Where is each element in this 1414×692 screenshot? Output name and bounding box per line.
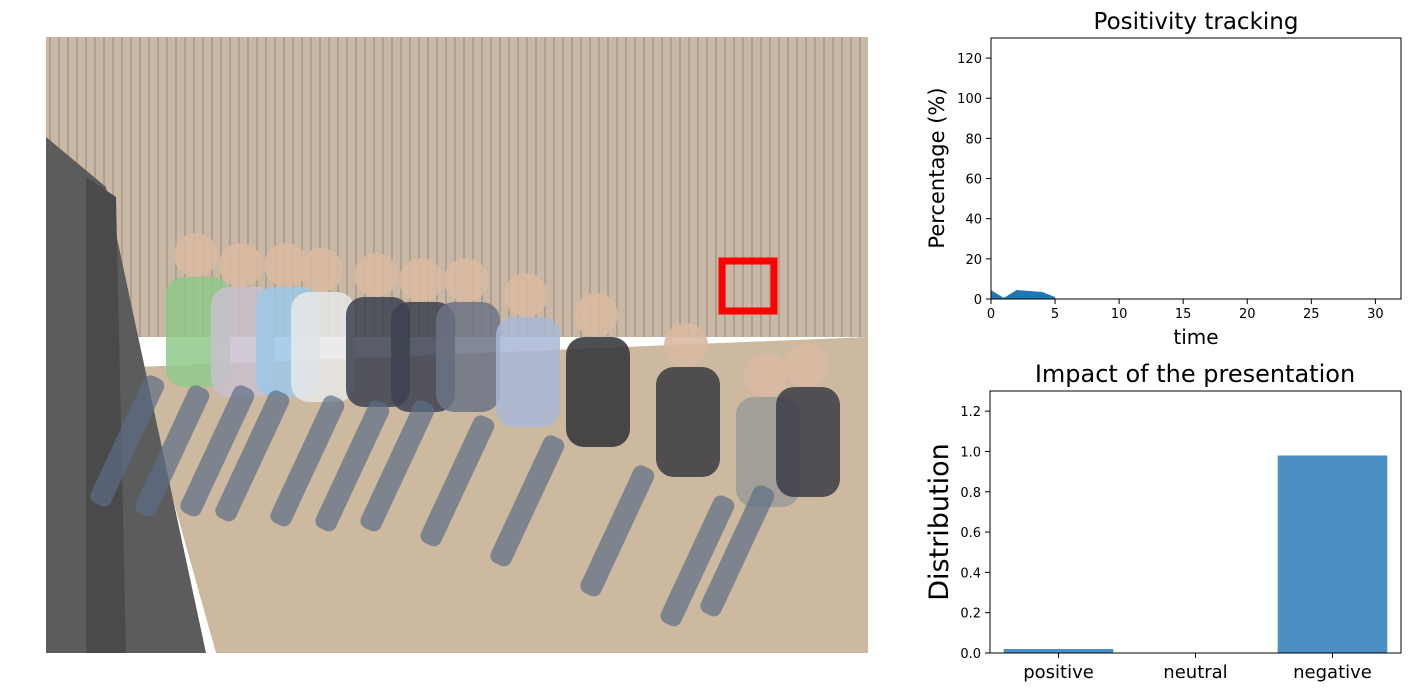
chart1-ylabel: Percentage (%) — [925, 87, 949, 248]
y-tick-label: 1.2 — [960, 405, 981, 420]
chart1-frame — [990, 37, 1402, 300]
y-tick-label: 80 — [965, 132, 982, 147]
face-highlight-box — [718, 257, 778, 315]
x-tick-label: 20 — [1239, 307, 1256, 322]
audience-photo — [46, 37, 868, 653]
y-tick-label: 0 — [974, 293, 982, 308]
chart2-ylabel: Distribution — [924, 443, 955, 601]
chart1-title: Positivity tracking — [1094, 9, 1299, 35]
x-tick-label: 25 — [1303, 307, 1320, 322]
y-tick-label: 0.4 — [960, 566, 981, 581]
bar-negative — [1277, 455, 1388, 653]
positivity-chart: Positivity tracking 0 5 10 15 20 25 30 0 20 40 60 8… — [925, 9, 1402, 349]
y-tick-label: 100 — [957, 92, 982, 107]
y-tick-label: 0.2 — [960, 607, 981, 622]
y-tick-label: 120 — [957, 52, 982, 67]
bar-positive — [1003, 648, 1114, 653]
y-tick-label: 40 — [965, 213, 982, 228]
x-tick-label: 30 — [1367, 307, 1384, 322]
x-tick-label: 5 — [1051, 307, 1059, 322]
y-tick-label: 20 — [965, 253, 982, 268]
y-tick-label: 0.6 — [960, 526, 981, 541]
category-label-neutral: neutral — [1163, 662, 1227, 683]
chart1-xlabel: time — [1173, 325, 1218, 349]
chart2-frame — [989, 390, 1402, 654]
x-tick-label: 10 — [1111, 307, 1128, 322]
category-label-negative: negative — [1293, 662, 1372, 683]
x-tick-label: 15 — [1175, 307, 1192, 322]
positivity-area — [991, 289, 1056, 299]
y-tick-label: 0.0 — [960, 647, 981, 662]
photo-illustration — [46, 37, 868, 653]
impact-chart: Impact of the presentation positive neutr… — [924, 360, 1402, 683]
y-tick-label: 1.0 — [960, 445, 981, 460]
y-tick-label: 60 — [965, 173, 982, 188]
category-label-positive: positive — [1023, 662, 1094, 683]
x-tick-label: 0 — [987, 307, 995, 322]
chart2-title: Impact of the presentation — [1035, 360, 1355, 388]
y-tick-label: 0.8 — [960, 486, 981, 501]
